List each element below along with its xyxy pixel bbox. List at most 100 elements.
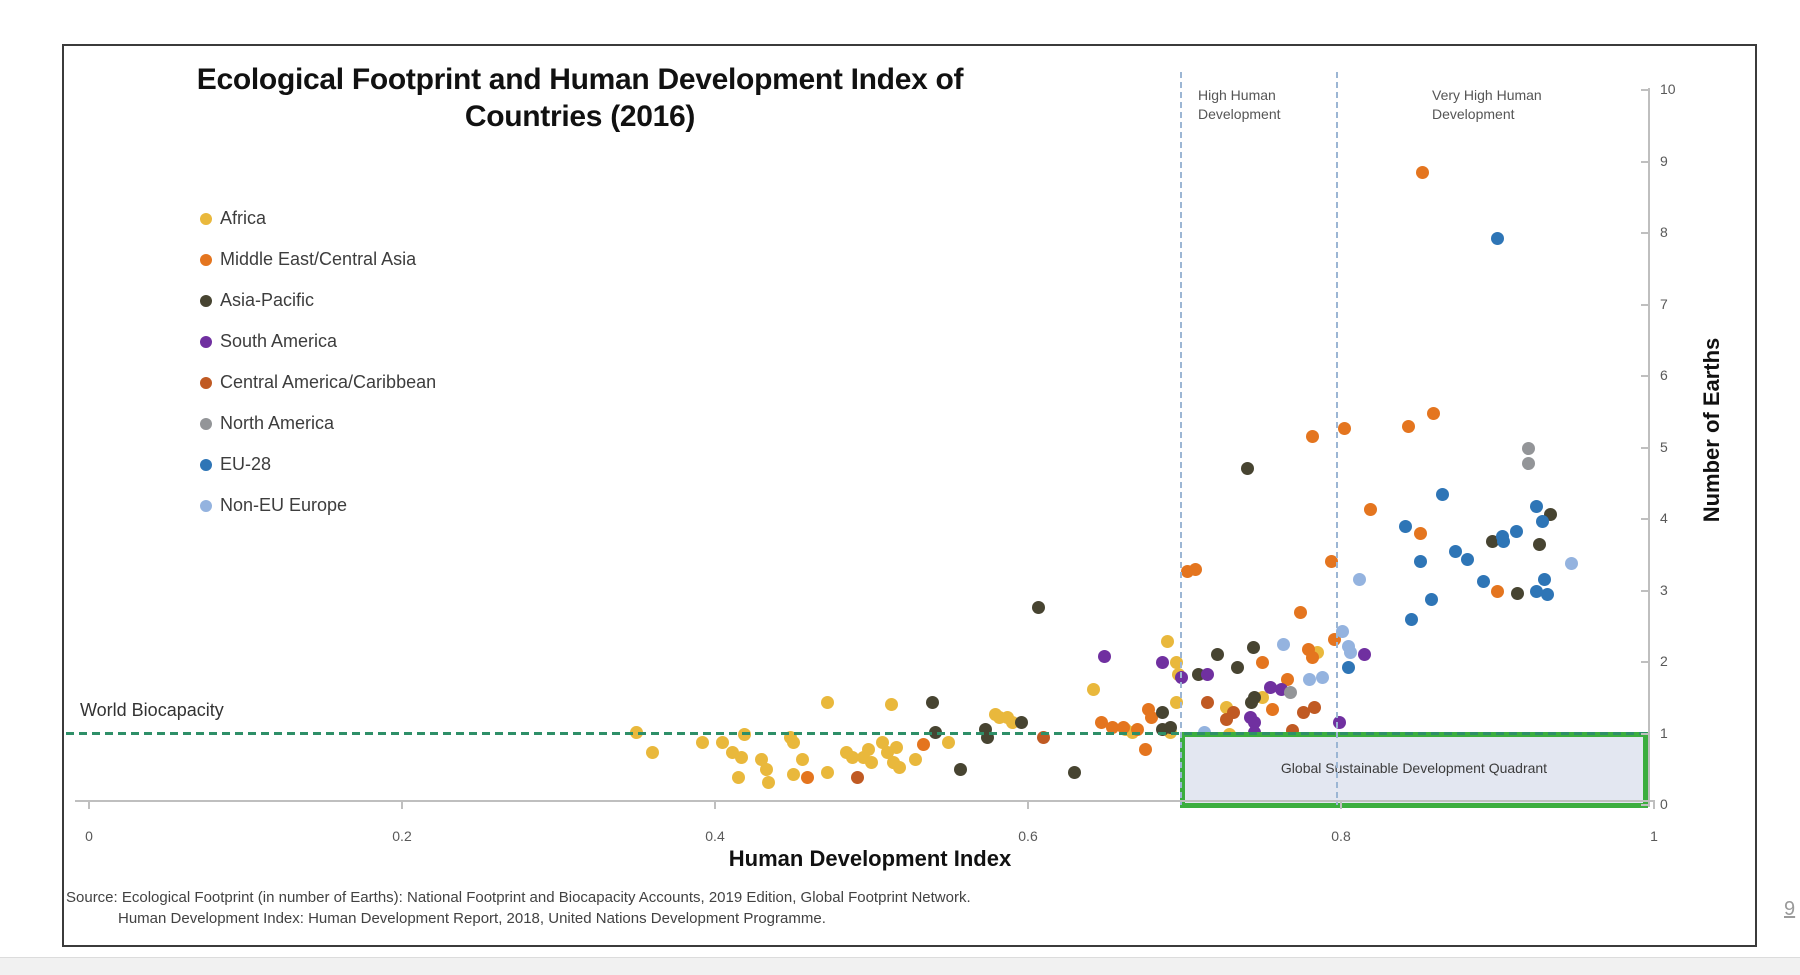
legend-item-north_america: North America	[200, 403, 436, 444]
data-point	[1188, 563, 1202, 577]
data-point	[1201, 668, 1215, 682]
very-high-hd-threshold-line	[1336, 72, 1338, 805]
data-point	[908, 753, 922, 767]
data-point	[1533, 537, 1547, 551]
data-point	[731, 771, 745, 785]
x-tick-mark	[401, 802, 403, 809]
data-point	[1415, 166, 1429, 180]
data-point	[1240, 462, 1254, 476]
y-tick-mark	[1641, 232, 1648, 234]
data-point	[1425, 593, 1439, 607]
data-point	[716, 735, 730, 749]
data-point	[1160, 635, 1174, 649]
data-point	[1497, 534, 1511, 548]
world-biocapacity-label: World Biocapacity	[80, 700, 224, 720]
data-point	[941, 735, 955, 749]
y-tick-label: 6	[1660, 367, 1668, 383]
data-point	[1401, 420, 1415, 434]
chart-title: Ecological Footprint and Human Developme…	[140, 62, 1020, 135]
data-point	[1404, 612, 1418, 626]
legend-item-non_eu_europe: Non-EU Europe	[200, 485, 436, 526]
x-tick-label: 0	[85, 828, 93, 844]
legend-dot-central_america_caribbean	[200, 376, 212, 389]
data-point	[1491, 231, 1504, 245]
y-tick-label: 1	[1660, 724, 1668, 741]
data-point	[1248, 716, 1262, 730]
data-point	[1106, 720, 1119, 734]
y-axis-line	[1648, 88, 1650, 807]
bottom-strip	[0, 957, 1800, 975]
data-point	[875, 736, 889, 750]
data-point	[846, 751, 860, 765]
legend-label-north_america: North America	[220, 413, 335, 433]
chart-title-line1: Ecological Footprint and Human Developme…	[196, 63, 964, 96]
data-point	[1414, 555, 1428, 569]
legend-label-asia_pacific: Asia-Pacific	[220, 290, 315, 310]
data-point	[1491, 585, 1504, 599]
data-point	[821, 765, 835, 779]
legend-dot-asia_pacific	[200, 294, 212, 307]
x-axis-line	[75, 800, 1655, 802]
legend-dot-africa	[200, 212, 212, 225]
source-line2: Human Development Index: Human Developme…	[118, 910, 826, 927]
data-point	[1325, 555, 1339, 569]
source-line1: Source: Ecological Footprint (in number …	[66, 889, 971, 906]
world-biocapacity-line	[66, 732, 1648, 735]
data-point	[1307, 700, 1321, 714]
legend-label-eu_28: EU-28	[220, 454, 272, 474]
data-point	[1436, 488, 1450, 502]
data-point	[954, 763, 968, 777]
y-tick-label: 8	[1660, 224, 1668, 240]
x-tick-label: 0.8	[1331, 828, 1351, 844]
x-tick-label: 0.4	[705, 828, 725, 844]
y-tick-mark	[1641, 446, 1648, 449]
data-point	[893, 761, 907, 775]
y-tick-label: 4	[1660, 510, 1668, 526]
data-point	[786, 736, 800, 750]
data-point	[761, 775, 775, 789]
data-point	[1231, 661, 1245, 675]
legend-item-africa: Africa	[200, 198, 436, 239]
data-point	[916, 738, 930, 752]
legend-dot-eu_28	[200, 458, 212, 471]
data-point	[1530, 585, 1544, 599]
data-point	[1156, 656, 1170, 670]
legend-item-central_america_caribbean: Central America/Caribbean	[200, 362, 436, 403]
data-point	[1296, 706, 1310, 720]
data-point	[1461, 553, 1475, 567]
very-high-hd-zone-label-line1: Very High Human	[1432, 87, 1542, 103]
legend-item-asia_pacific: Asia-Pacific	[200, 280, 436, 321]
data-point	[1511, 586, 1525, 600]
data-point	[1201, 695, 1215, 709]
data-point	[1343, 646, 1357, 660]
sustainable-quadrant-box	[1180, 732, 1648, 808]
y-tick-mark	[1641, 375, 1648, 377]
data-point	[1087, 683, 1101, 697]
y-tick-label: 0	[1660, 796, 1668, 812]
data-point	[1293, 606, 1307, 620]
data-point	[1265, 703, 1279, 717]
y-tick-mark	[1641, 303, 1648, 306]
data-point	[1170, 656, 1184, 670]
legend-dot-middle_east_central_asia	[200, 253, 212, 266]
page-number: 9	[1784, 898, 1796, 920]
data-point	[786, 768, 800, 782]
data-point	[735, 750, 749, 764]
data-point	[850, 770, 864, 784]
data-point	[1448, 545, 1462, 559]
data-point	[1476, 575, 1490, 589]
data-point	[800, 770, 814, 784]
high-hd-zone-label-line2: Development	[1198, 105, 1281, 122]
y-tick-mark	[1641, 804, 1648, 806]
y-tick-mark	[1641, 518, 1648, 520]
data-point	[1353, 573, 1367, 587]
x-tick-label: 0.6	[1018, 828, 1038, 844]
y-tick-mark	[1641, 89, 1648, 91]
y-tick-mark	[1641, 589, 1648, 592]
data-point	[1068, 766, 1082, 780]
data-point	[1537, 573, 1551, 587]
data-point	[865, 755, 878, 769]
legend-dot-south_america	[200, 335, 212, 348]
data-point	[1509, 525, 1523, 539]
data-point	[1303, 673, 1317, 687]
